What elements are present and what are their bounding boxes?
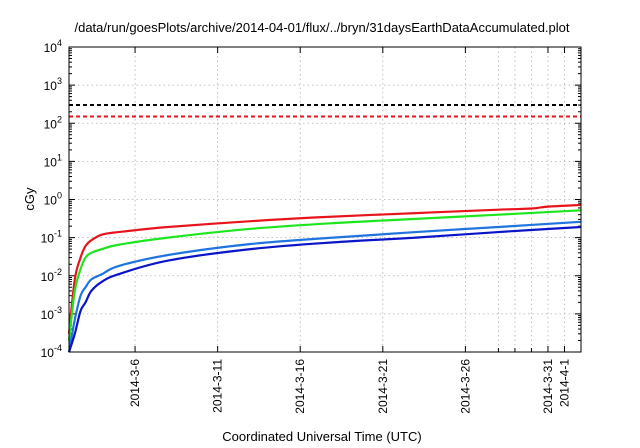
- y-tick-label: 104: [44, 38, 62, 55]
- x-tick-label: 2014-3-16: [293, 359, 307, 414]
- y-tick-label: 10-3: [41, 305, 62, 322]
- y-tick-label: 10-4: [41, 343, 62, 360]
- x-tick-label: 2014-3-11: [211, 359, 225, 413]
- y-tick-label: 101: [44, 152, 62, 169]
- series-line: [67, 220, 582, 353]
- x-tick-label: 2014-3-6: [128, 359, 142, 407]
- axis-ticks: 10-4 10-3 10-2 10-1 100 101 102 103 104 2014-3-6 2…: [41, 38, 581, 414]
- x-tick-label: 2014-3-26: [458, 359, 472, 414]
- y-tick-label: 100: [44, 191, 62, 208]
- reference-lines: [69, 104, 581, 118]
- y-tick-label: 10-1: [41, 229, 62, 246]
- x-axis-label: Coordinated Universal Time (UTC): [222, 429, 421, 444]
- x-tick-label: 2014-3-31: [541, 359, 555, 414]
- plot-frame: [68, 46, 582, 353]
- y-tick-label: 102: [44, 114, 62, 131]
- y-tick-label: 10-2: [41, 267, 62, 284]
- series-line: [67, 209, 582, 341]
- series-line: [67, 225, 582, 353]
- chart-title: /data/run/goesPlots/archive/2014-04-01/f…: [74, 20, 569, 35]
- x-tick-label: 2014-3-21: [376, 359, 390, 414]
- grid: [69, 47, 581, 352]
- series-line: [67, 203, 582, 334]
- x-tick-label: 2014-4-1: [557, 359, 571, 407]
- y-axis-label: cGy: [22, 187, 37, 211]
- y-tick-label: 103: [44, 76, 62, 93]
- series-lines: [67, 203, 582, 353]
